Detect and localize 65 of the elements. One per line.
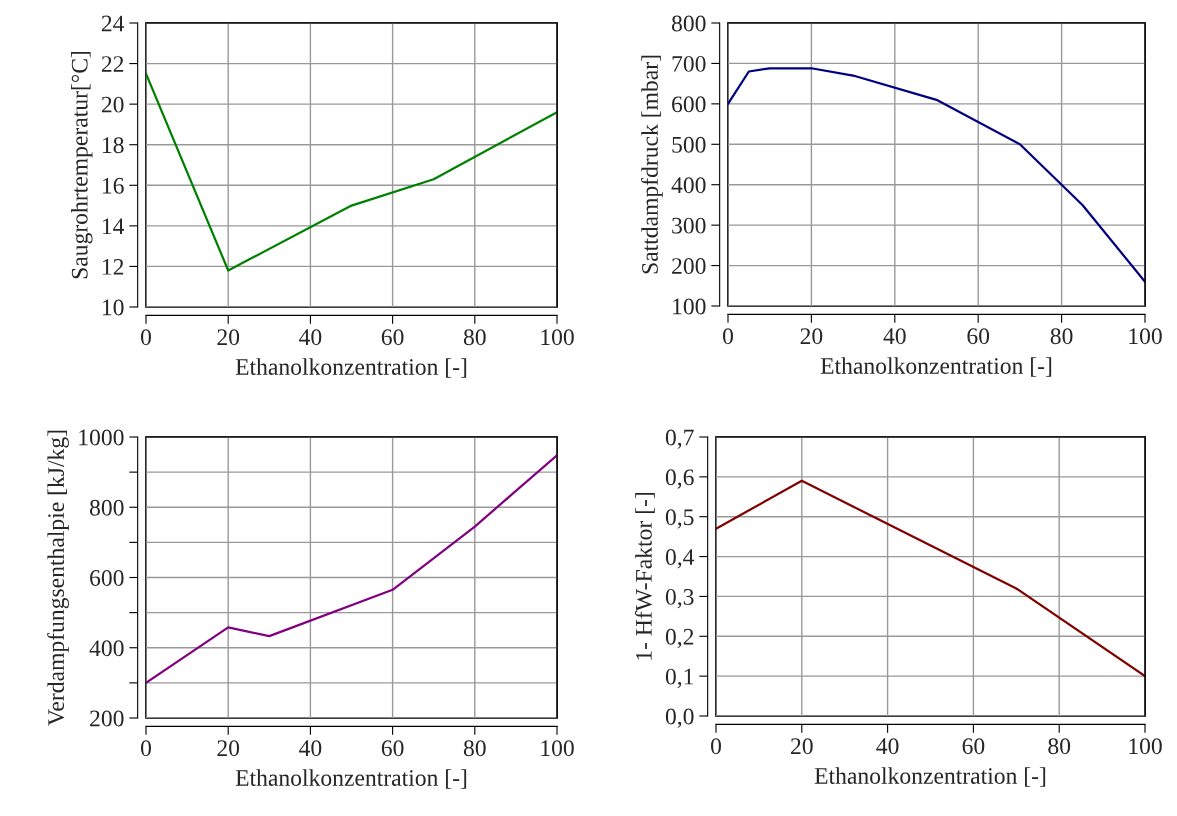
y-tick-label: 18 (102, 137, 124, 154)
y-axis-title: Saugrohrtemperatur[°C] (71, 51, 93, 279)
y-axis-title: 1- HfW-Faktor [-] (634, 493, 655, 660)
y-tick-label: 16 (102, 177, 124, 194)
x-tick-label: 100 (541, 329, 574, 346)
x-tick-label: 20 (800, 328, 823, 345)
y-tick-label: 200 (90, 710, 124, 727)
y-tick-label: 22 (101, 56, 124, 72)
x-axis-title: Ethanolkonzentration [-] (235, 358, 467, 378)
y-axis-title: Verdampfungsenthalpie [kJ/kg] (47, 430, 69, 726)
x-tick-label: 0 (723, 328, 733, 345)
y-tick-label: 0,3 (665, 588, 694, 609)
x-tick-label: 40 (299, 329, 322, 346)
y-tick-label: 14 (102, 218, 125, 235)
y-tick-label: 0,6 (665, 469, 694, 489)
x-tick-label: 20 (217, 740, 240, 757)
y-tick-label: 0,1 (665, 668, 694, 688)
x-tick-label: 80 (463, 329, 486, 346)
y-tick-label: 0,0 (665, 708, 694, 728)
x-tick-label: 0 (141, 740, 151, 757)
line-series (728, 67, 1145, 283)
x-tick-label: 20 (791, 738, 813, 755)
y-axis-title: Sattdampfdruck [mbar] (641, 55, 663, 274)
x-tick-label: 20 (217, 329, 240, 346)
x-tick-label: 60 (962, 738, 985, 755)
x-axis-title: Ethanolkonzentration [-] (235, 769, 467, 789)
x-tick-label: 60 (381, 329, 404, 346)
x-axis-title: Ethanolkonzentration [-] (820, 357, 1052, 377)
y-tick-label: 400 (89, 640, 124, 657)
x-tick-label: 60 (381, 740, 404, 757)
line-series (716, 479, 1145, 678)
x-axis-title: Ethanolkonzentration [-] (814, 767, 1046, 787)
y-tick-label: 100 (673, 298, 706, 315)
y-tick-label: 20 (101, 96, 124, 113)
y-tick-label: 800 (89, 499, 124, 516)
y-tick-label: 800 (671, 15, 706, 32)
y-tick-label: 12 (102, 258, 124, 275)
x-tick-label: 80 (1050, 328, 1073, 345)
y-tick-label: 10 (102, 299, 124, 316)
y-tick-label: 600 (672, 96, 706, 113)
line-series (146, 454, 557, 684)
x-tick-label: 100 (541, 740, 574, 757)
x-tick-label: 100 (1129, 328, 1162, 345)
x-tick-label: 0 (141, 329, 151, 346)
x-tick-label: 40 (883, 328, 906, 345)
y-tick-label: 400 (671, 177, 706, 194)
y-tick-label: 700 (672, 55, 706, 72)
y-tick-label: 0,4 (665, 549, 695, 569)
y-tick-label: 0,7 (665, 429, 694, 449)
x-tick-label: 80 (463, 740, 486, 757)
y-tick-label: 24 (101, 15, 125, 32)
y-tick-label: 600 (90, 569, 124, 586)
x-tick-label: 60 (967, 328, 990, 345)
y-tick-label: 0,5 (665, 509, 694, 529)
y-tick-label: 500 (672, 136, 706, 153)
y-tick-label: 1000 (79, 429, 124, 446)
x-tick-label: 0 (711, 738, 721, 755)
x-tick-label: 100 (1129, 738, 1162, 755)
line-series (146, 72, 557, 272)
y-tick-label: 300 (672, 217, 706, 234)
x-tick-label: 40 (299, 740, 322, 757)
x-tick-label: 80 (1048, 738, 1071, 755)
y-tick-label: 200 (672, 258, 706, 274)
x-tick-label: 40 (876, 738, 899, 755)
y-tick-label: 0,2 (665, 628, 694, 649)
